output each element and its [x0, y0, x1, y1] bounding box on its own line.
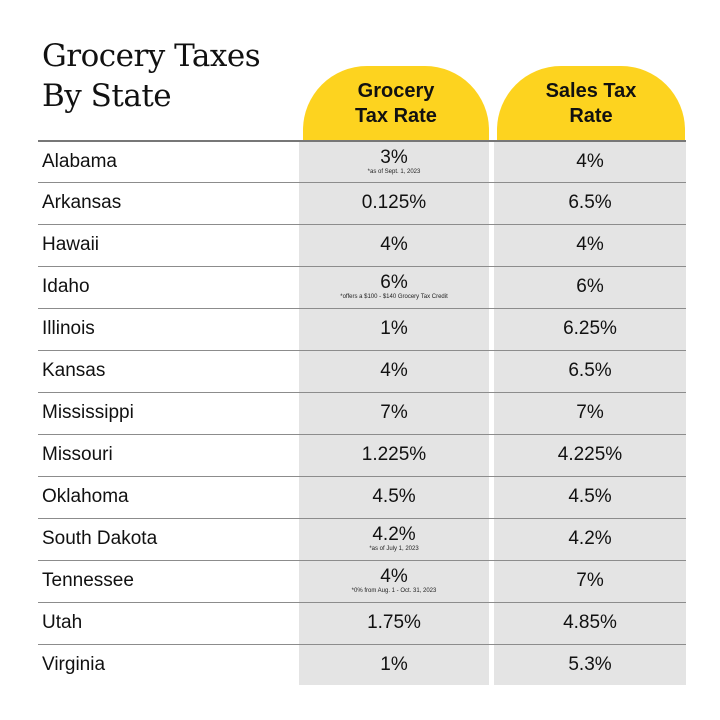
title-line-1: Grocery Taxes — [42, 38, 261, 74]
state-name: Oklahoma — [42, 486, 129, 507]
grocery-tax-cell: 4% — [299, 225, 489, 265]
grocery-tax-cell: 1% — [299, 645, 489, 685]
state-name: Alabama — [42, 151, 117, 172]
grocery-tax-cell: 3% *as of Sept. 1, 2023 — [299, 142, 489, 182]
grocery-tax-cell: 4.2% *as of July 1, 2023 — [299, 519, 489, 559]
grocery-tax-value: 6% — [380, 272, 408, 293]
grocery-tax-cell: 4% *0% from Aug. 1 - Oct. 31, 2023 — [299, 561, 489, 601]
sales-tax-rate-header: Sales Tax Rate — [497, 66, 685, 142]
sales-header-line-1: Sales Tax — [545, 80, 637, 102]
sales-tax-cell: 5.3% — [494, 645, 686, 685]
sales-tax-value: 6.25% — [563, 318, 617, 339]
grocery-tax-cell: 4% — [299, 351, 489, 391]
state-name: Missouri — [42, 444, 113, 465]
sales-tax-value: 7% — [576, 570, 604, 591]
sales-tax-value: 4.85% — [563, 612, 617, 633]
state-name: Idaho — [42, 276, 90, 297]
table-row: Arkansas 0.125% 6.5% — [38, 182, 686, 224]
grocery-tax-rate-header: Grocery Tax Rate — [303, 66, 489, 142]
sales-tax-cell: 7% — [494, 393, 686, 433]
grocery-tax-footnote: *as of Sept. 1, 2023 — [367, 169, 421, 175]
table-row: Missouri 1.225% 4.225% — [38, 434, 686, 476]
state-name: Arkansas — [42, 192, 122, 213]
state-name: Mississippi — [42, 402, 134, 423]
grocery-tax-value: 1.225% — [361, 444, 427, 465]
grocery-tax-value: 1% — [380, 318, 408, 339]
state-name: South Dakota — [42, 528, 158, 549]
table-row: Oklahoma 4.5% 4.5% — [38, 476, 686, 518]
sales-tax-value: 4.5% — [568, 486, 612, 507]
table-body: Alabama 3% *as of Sept. 1, 2023 4% Arkansas 0… — [38, 140, 686, 686]
sales-tax-value: 4.2% — [568, 528, 612, 549]
sales-tax-cell: 4.5% — [494, 477, 686, 517]
grocery-tax-value: 4% — [380, 360, 408, 381]
sales-tax-value: 5.3% — [568, 654, 612, 675]
state-name: Utah — [42, 612, 83, 633]
sales-tax-cell: 4% — [494, 142, 686, 182]
grocery-tax-value: 4% — [380, 234, 408, 255]
sales-tax-cell: 6.5% — [494, 351, 686, 391]
grocery-tax-value: 1.75% — [367, 612, 421, 633]
grocery-tax-footnote: *as of July 1, 2023 — [369, 546, 419, 552]
grocery-column-background — [299, 140, 489, 685]
grocery-tax-cell: 1.225% — [299, 435, 489, 475]
sales-tax-cell: 6.5% — [494, 183, 686, 223]
grocery-tax-cell: 6% *offers a $100 - $140 Grocery Tax Cred… — [299, 267, 489, 307]
grocery-tax-value: 4.5% — [372, 486, 416, 507]
table-row: Hawaii 4% 4% — [38, 224, 686, 266]
sales-tax-cell: 4% — [494, 225, 686, 265]
sales-tax-value: 6.5% — [568, 360, 612, 381]
table-row: Kansas 4% 6.5% — [38, 350, 686, 392]
chart-title: Grocery Taxes By State — [42, 36, 292, 116]
grocery-tax-cell: 4.5% — [299, 477, 489, 517]
table-row: Illinois 1% 6.25% — [38, 308, 686, 350]
grocery-tax-value: 1% — [380, 654, 408, 675]
title-line-2: By State — [42, 78, 172, 114]
table-row: Idaho 6% *offers a $100 - $140 Grocery Tax… — [38, 266, 686, 308]
sales-tax-value: 4% — [576, 151, 604, 172]
table-row: Tennessee 4% *0% from Aug. 1 - Oct. 31, 20… — [38, 560, 686, 602]
sales-tax-value: 6.5% — [568, 192, 612, 213]
state-name: Virginia — [42, 654, 106, 675]
sales-header-line-2: Rate — [569, 105, 613, 127]
sales-tax-cell: 4.85% — [494, 603, 686, 643]
table-row: Mississippi 7% 7% — [38, 392, 686, 434]
state-name: Kansas — [42, 360, 106, 381]
sales-tax-value: 4.225% — [557, 444, 623, 465]
sales-tax-cell: 7% — [494, 561, 686, 601]
grocery-tax-cell: 0.125% — [299, 183, 489, 223]
sales-tax-cell: 4.225% — [494, 435, 686, 475]
table-row: Utah 1.75% 4.85% — [38, 602, 686, 644]
state-name: Tennessee — [42, 570, 134, 591]
grocery-tax-value: 7% — [380, 402, 408, 423]
grocery-tax-value: 4% — [380, 566, 408, 587]
grocery-tax-value: 4.2% — [372, 524, 416, 545]
state-name: Hawaii — [42, 234, 100, 255]
grocery-tax-cell: 1.75% — [299, 603, 489, 643]
table-row: Alabama 3% *as of Sept. 1, 2023 4% — [38, 140, 686, 182]
grocery-tax-footnote: *offers a $100 - $140 Grocery Tax Credit — [340, 294, 448, 300]
sales-column-background — [494, 140, 686, 685]
sales-tax-value: 7% — [576, 402, 604, 423]
sales-tax-cell: 6.25% — [494, 309, 686, 349]
grocery-tax-cell: 7% — [299, 393, 489, 433]
table-row: Virginia 1% 5.3% — [38, 644, 686, 686]
sales-tax-cell: 4.2% — [494, 519, 686, 559]
grocery-header-line-1: Grocery — [357, 80, 435, 102]
grocery-tax-value: 3% — [380, 147, 408, 168]
sales-tax-cell: 6% — [494, 267, 686, 307]
grocery-tax-footnote: *0% from Aug. 1 - Oct. 31, 2023 — [351, 588, 437, 594]
grocery-tax-cell: 1% — [299, 309, 489, 349]
table-row: South Dakota 4.2% *as of July 1, 2023 4.2% — [38, 518, 686, 560]
sales-tax-value: 4% — [576, 234, 604, 255]
sales-tax-value: 6% — [576, 276, 604, 297]
grocery-header-line-2: Tax Rate — [355, 105, 437, 127]
grocery-tax-value: 0.125% — [361, 192, 427, 213]
state-name: Illinois — [42, 318, 95, 339]
